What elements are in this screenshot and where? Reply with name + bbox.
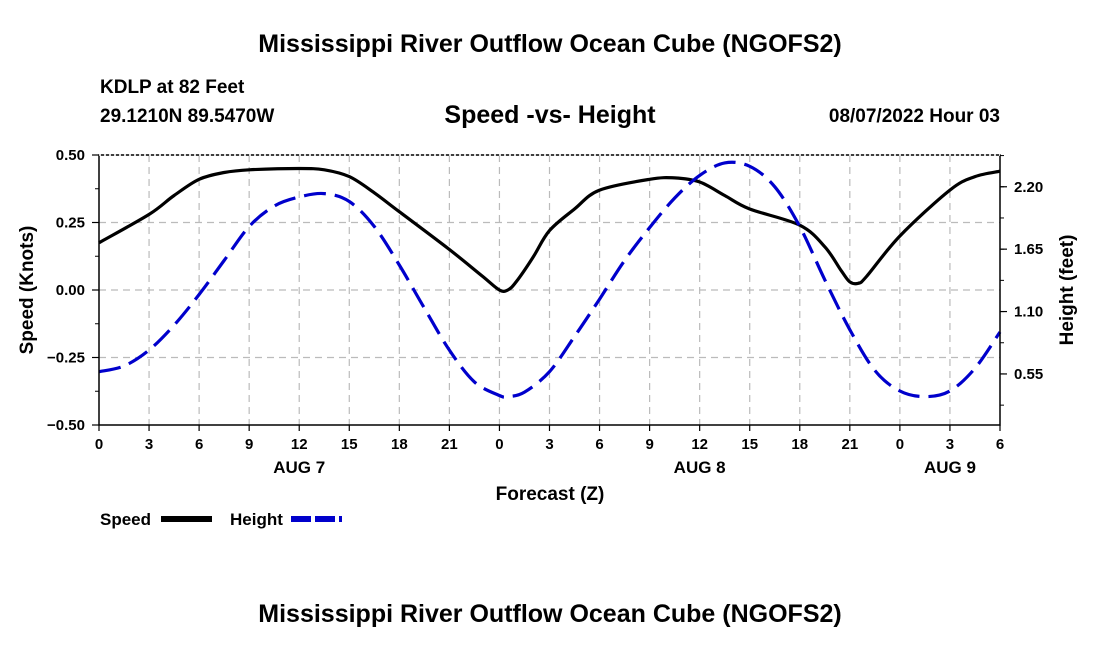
legend: Speed Height [100,510,342,529]
axes: 0 3 6 9 12 15 18 21 0 3 6 9 12 15 18 21 0 3 6 AUG 7 AUG 8 AUG… [47,147,1043,477]
date-label: AUG 8 [674,458,726,477]
x-tick-label: 12 [691,436,708,453]
footer-title: Mississippi River Outflow Ocean Cube (NG… [258,600,842,628]
x-tick-label: 15 [741,436,758,453]
y-right-tick-label: 0.55 [1014,366,1043,383]
chart-subtitle: Speed -vs- Height [444,101,656,129]
x-tick-label: 0 [495,436,503,453]
x-tick-label: 18 [391,436,408,453]
x-tick-label: 0 [95,436,103,453]
y-axis-right-label: Height (feet) [1057,235,1078,346]
x-tick-label: 9 [245,436,253,453]
x-tick-label: 21 [841,436,858,453]
x-tick-label: 3 [545,436,553,453]
series-layer [98,160,1002,399]
station-coordinates: 29.1210N 89.5470W [100,106,275,127]
legend-label-speed: Speed [100,510,151,529]
height-series-line [98,160,1002,399]
y-right-tick-label: 2.20 [1014,179,1043,196]
station-label: KDLP at 82 Feet [100,77,245,98]
date-label: AUG 9 [924,458,976,477]
main-title: Mississippi River Outflow Ocean Cube (NG… [258,30,842,58]
y-left-tick-label: −0.25 [47,350,85,367]
forecast-datetime: 08/07/2022 Hour 03 [828,106,1000,127]
y-right-tick-label: 1.65 [1014,241,1043,258]
x-axis-label: Forecast (Z) [496,484,605,505]
y-left-tick-label: −0.50 [47,417,85,434]
x-tick-label: 12 [291,436,308,453]
x-tick-label: 9 [645,436,653,453]
x-tick-label: 3 [145,436,153,453]
y-axis-left-label: Speed (Knots) [17,226,38,355]
grid [99,155,1000,425]
x-tick-label: 6 [996,436,1004,453]
y-left-tick-label: 0.00 [56,282,85,299]
date-label: AUG 7 [273,458,325,477]
speed-series-line [98,166,1001,293]
x-tick-label: 15 [341,436,358,453]
x-tick-label: 18 [791,436,808,453]
x-tick-label: 0 [896,436,904,453]
x-tick-label: 3 [946,436,954,453]
x-tick-label: 21 [441,436,458,453]
legend-label-height: Height [230,510,283,529]
y-left-tick-label: 0.50 [56,147,85,164]
y-right-tick-label: 1.10 [1014,304,1043,321]
x-tick-label: 6 [595,436,603,453]
y-left-tick-label: 0.25 [56,215,85,232]
x-tick-label: 6 [195,436,203,453]
